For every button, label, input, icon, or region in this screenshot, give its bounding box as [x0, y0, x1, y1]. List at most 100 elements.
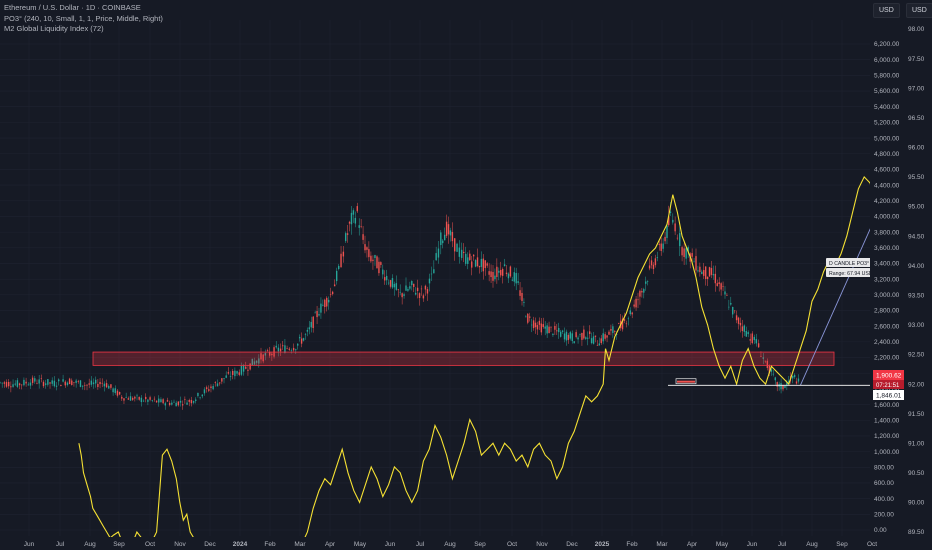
- m2-tick-label: 94.50: [908, 233, 925, 240]
- m2-tick-label: 96.50: [908, 115, 925, 122]
- time-tick-label: Dec: [204, 541, 216, 548]
- m2-tick-label: 96.00: [908, 145, 925, 152]
- price-tick-label: 3,600.00: [874, 245, 900, 252]
- price-tick-label: 3,400.00: [874, 261, 900, 268]
- symbol-title[interactable]: Ethereum / U.S. Dollar · 1D · COINBASE: [4, 3, 141, 12]
- price-tick-label: 3,800.00: [874, 229, 900, 236]
- time-tick-label: Apr: [325, 541, 336, 548]
- price-tick-label: 0.00: [874, 527, 887, 534]
- m2-tick-label: 92.50: [908, 352, 925, 359]
- price-tick-label: 200.00: [874, 512, 894, 519]
- price-tick-label: 2,200.00: [874, 355, 900, 362]
- indicator-m2[interactable]: M2 Global Liquidity Index (72): [4, 24, 104, 33]
- m2-liquidity-line: [78, 175, 882, 550]
- time-tick-label: Nov: [174, 541, 186, 548]
- time-tick-label: May: [716, 541, 729, 548]
- price-tick-label: 2,400.00: [874, 339, 900, 346]
- m2-tick-label: 92.00: [908, 381, 925, 388]
- price-tick-label: 6,000.00: [874, 57, 900, 64]
- annotation-title: D CANDLE PO3°: [829, 261, 869, 267]
- price-tick-label: 4,800.00: [874, 151, 900, 158]
- time-tick-label: Jul: [56, 541, 65, 548]
- time-tick-label: Jun: [747, 541, 758, 548]
- m2-tick-label: 89.50: [908, 529, 925, 536]
- eth-candles: [0, 201, 800, 410]
- annotation-range: Range: 67.94 USD: [829, 271, 873, 277]
- time-axis[interactable]: Jun Jul Aug Sep Oct Nov Dec 2024 Feb Mar Apr May Jun…: [0, 537, 932, 550]
- m2-tick-label: 91.50: [908, 411, 925, 418]
- time-tick-label: Sep: [113, 541, 125, 548]
- m2-tick-label: 95.50: [908, 174, 925, 181]
- time-tick-label: Jul: [778, 541, 787, 548]
- price-tick-label: 800.00: [874, 464, 894, 471]
- m2-tick-label: 93.00: [908, 322, 925, 329]
- price-tick-label: 5,000.00: [874, 135, 900, 142]
- m2-tick-label: 91.00: [908, 440, 925, 447]
- time-tick-label: Nov: [536, 541, 548, 548]
- time-tick-label: 2025: [595, 541, 610, 548]
- time-tick-label: Sep: [474, 541, 486, 548]
- time-tick-label: Feb: [264, 541, 276, 548]
- price-tick-label: 4,600.00: [874, 167, 900, 174]
- time-tick-label: 2024: [233, 541, 248, 548]
- price-tick-label: 4,000.00: [874, 214, 900, 221]
- price-tick-label: 2,800.00: [874, 308, 900, 315]
- time-tick-label: Aug: [444, 541, 456, 548]
- po3-annotation: D CANDLE PO3° Range: 67.94 USD: [826, 258, 873, 277]
- m2-tick-label: 97.50: [908, 56, 925, 63]
- time-tick-label: Aug: [84, 541, 96, 548]
- time-tick-label: Aug: [806, 541, 818, 548]
- price-tick-label: 5,800.00: [874, 73, 900, 80]
- price-tick-label: 1,800.00: [874, 386, 900, 393]
- price-tick-label: 400.00: [874, 496, 894, 503]
- m2-tick-label: 94.00: [908, 263, 925, 270]
- price-tick-label: 3,000.00: [874, 292, 900, 299]
- price-tick-label: 3,200.00: [874, 276, 900, 283]
- price-tick-label: 1,200.00: [874, 433, 900, 440]
- po3-candle-box: [675, 378, 697, 385]
- m2-tick-label: 90.00: [908, 500, 925, 507]
- time-tick-label: Oct: [507, 541, 517, 548]
- m2-tick-label: 97.00: [908, 85, 925, 92]
- projection-arrow[interactable]: [799, 208, 880, 386]
- price-axis[interactable]: 6,200.00 6,000.00 5,800.00 5,600.00 5,400.00…: [870, 0, 932, 550]
- time-tick-label: Jun: [24, 541, 35, 548]
- time-tick-label: Dec: [566, 541, 578, 548]
- m2-tick-label: 93.50: [908, 292, 925, 299]
- resistance-zone[interactable]: [92, 351, 835, 366]
- currency-button-m2[interactable]: USD: [906, 3, 932, 18]
- level-price-tag: 1,846.01: [876, 393, 902, 400]
- current-price-tag: 1,900.62: [876, 373, 902, 380]
- price-tags: 1,900.62 07:21:51 1,846.01: [873, 370, 904, 400]
- currency-button-price[interactable]: USD: [873, 3, 900, 18]
- m2-axis[interactable]: 98.00 97.50 97.00 96.50 96.00 95.50 95.00 94.50…: [908, 26, 925, 536]
- time-tick-label: Mar: [656, 541, 668, 548]
- time-tick-label: Apr: [687, 541, 698, 548]
- chart-legend: Ethereum / U.S. Dollar · 1D · COINBASE P…: [4, 3, 163, 35]
- grid-lines: [0, 20, 873, 536]
- time-tick-label: Mar: [294, 541, 306, 548]
- price-tick-label: 6,200.00: [874, 41, 900, 48]
- m2-tick-label: 90.50: [908, 470, 925, 477]
- price-tick-label: 5,400.00: [874, 104, 900, 111]
- m2-tick-label: 98.00: [908, 26, 925, 33]
- time-tick-label: May: [354, 541, 367, 548]
- price-tick-label: 1,400.00: [874, 417, 900, 424]
- time-tick-label: Jun: [385, 541, 396, 548]
- price-tick-label: 2,600.00: [874, 323, 900, 330]
- price-tick-label: 4,400.00: [874, 182, 900, 189]
- price-tick-label: 1,000.00: [874, 449, 900, 456]
- time-tick-label: Feb: [626, 541, 638, 548]
- m2-tick-label: 95.00: [908, 204, 925, 211]
- time-tick-label: Oct: [867, 541, 877, 548]
- indicator-po3[interactable]: PO3° (240, 10, Small, 1, 1, Price, Middl…: [4, 13, 163, 23]
- time-tick-label: Jul: [416, 541, 425, 548]
- time-tick-label: Oct: [145, 541, 155, 548]
- price-tick-label: 1,600.00: [874, 402, 900, 409]
- time-tick-label: Sep: [836, 541, 848, 548]
- price-tick-label: 5,200.00: [874, 120, 900, 127]
- price-tick-label: 600.00: [874, 480, 894, 487]
- countdown-tag: 07:21:51: [876, 383, 900, 389]
- price-tick-label: 4,200.00: [874, 198, 900, 205]
